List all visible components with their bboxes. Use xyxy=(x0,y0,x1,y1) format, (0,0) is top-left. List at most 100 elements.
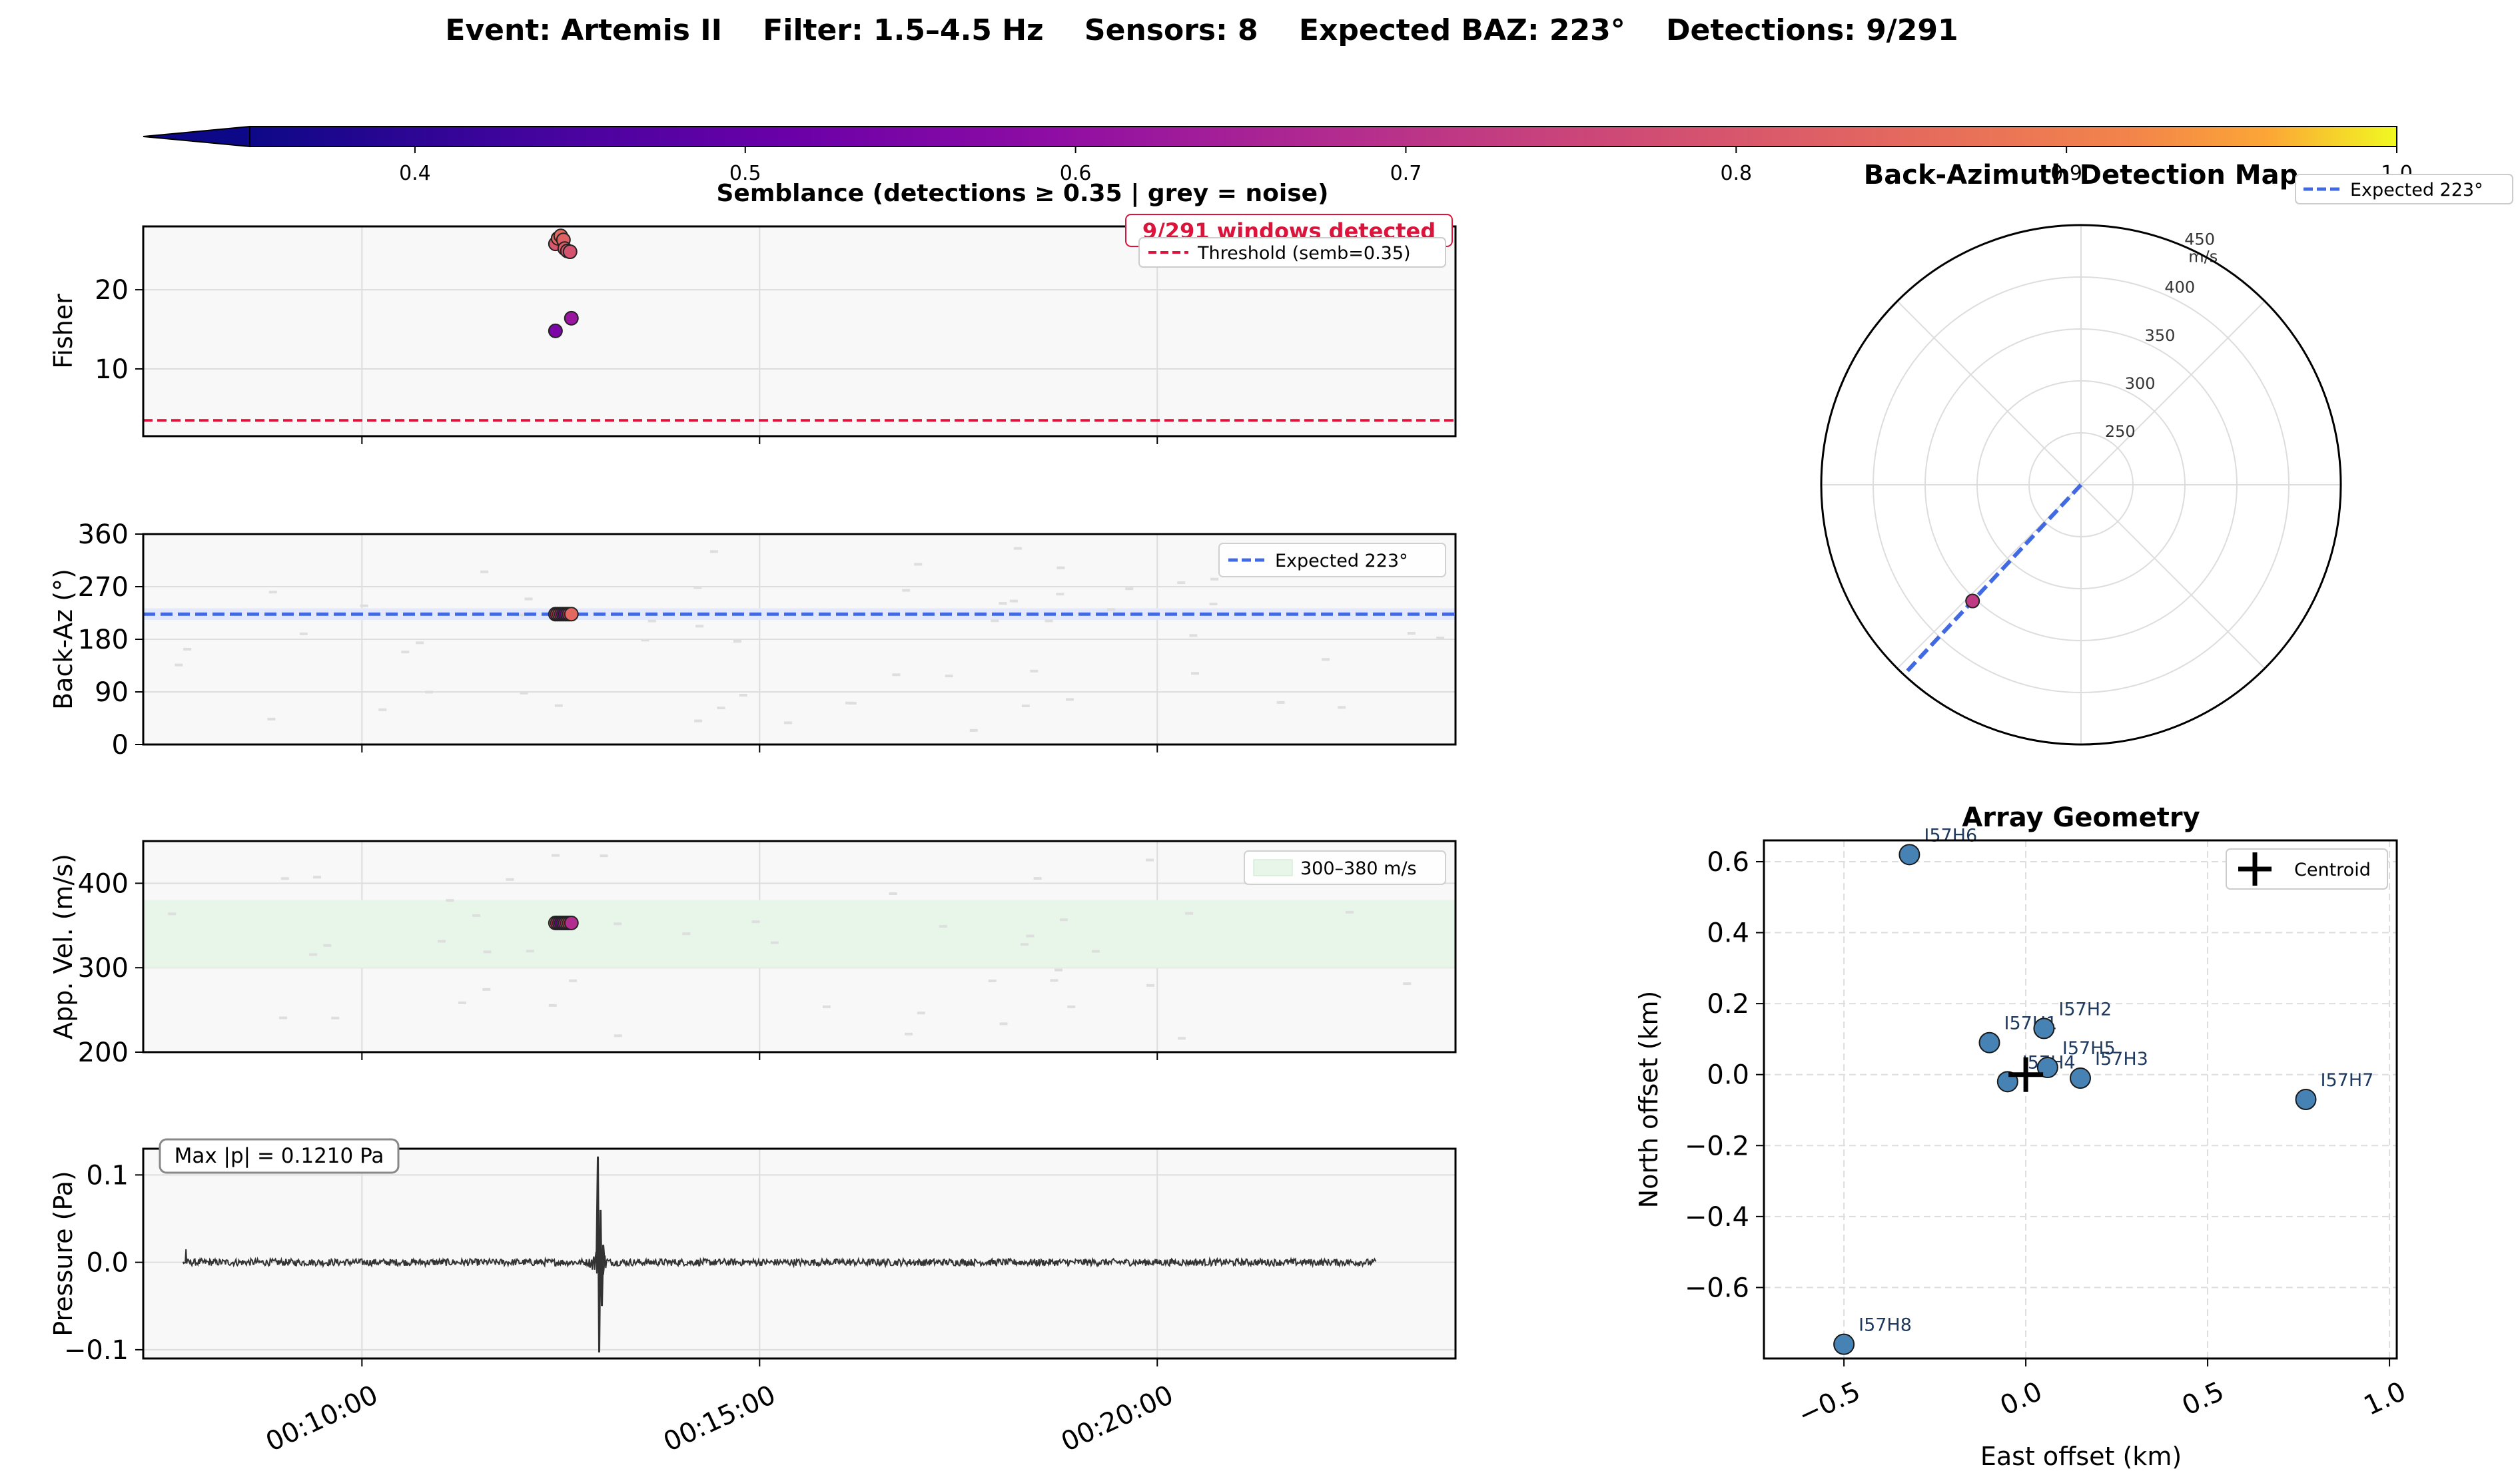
pressure-frame xyxy=(142,1147,1457,1360)
array-legend xyxy=(2226,848,2388,890)
backaz-frame xyxy=(142,533,1457,746)
array-xtick-label: 0.5 xyxy=(2178,1376,2229,1422)
fisher-ytick-label: 20 xyxy=(95,275,129,306)
array-panel: −0.5 0.0 0.5 1.0 −0.6 −0.4 −0.2 0.0 0.2 0.4 0.6 I57… xyxy=(1634,802,2411,1471)
polar-spoke xyxy=(1896,300,2082,485)
semblance-title: Semblance (detections ≥ 0.35 | grey = no… xyxy=(716,180,1328,207)
station-marker xyxy=(1978,1032,2000,1053)
array-title: Array Geometry xyxy=(1962,802,2200,833)
colorbar-tick-label: 0.8 xyxy=(1720,162,1752,185)
backaz-point xyxy=(564,607,579,622)
pressure-plot-area xyxy=(143,1149,1456,1358)
array-plot-area xyxy=(1764,840,2397,1358)
colorbar-tick-label: 0.6 xyxy=(1060,162,1092,185)
array-legend-label: Centroid xyxy=(2294,860,2371,880)
station-label: I57H2 xyxy=(2058,999,2112,1020)
station-marker xyxy=(2033,1018,2055,1039)
station-marker xyxy=(1833,1333,1855,1355)
polar-r-label: 400 xyxy=(2164,278,2195,297)
time-tick-label: 00:10:00 xyxy=(261,1380,382,1458)
pressure-trace xyxy=(182,1249,1377,1279)
array-xtick-label: −0.5 xyxy=(1793,1376,1865,1431)
max-pressure-box xyxy=(159,1138,400,1174)
backaz-legend xyxy=(1218,543,1446,577)
fisher-point xyxy=(548,323,563,338)
velocity-ytick-label: 300 xyxy=(78,953,129,984)
colorbar-extend-arrow xyxy=(143,125,250,148)
colorbar-tick-label: 0.9 xyxy=(2050,162,2082,185)
colorbar-gradient xyxy=(249,126,2397,147)
fisher-point xyxy=(564,310,579,326)
array-ytick-label: 0.2 xyxy=(1707,989,1749,1020)
baz-band xyxy=(143,608,1456,621)
station-label: I57H7 xyxy=(2321,1070,2374,1091)
station-marker xyxy=(2070,1067,2091,1089)
array-ytick-label: −0.6 xyxy=(1685,1273,1749,1303)
array-ylabel: North offset (km) xyxy=(1634,991,1663,1209)
polar-title: Back-Azimuth Detection Map xyxy=(1864,160,2298,190)
array-ytick-label: −0.2 xyxy=(1685,1131,1749,1161)
velocity-ylabel: App. Vel. (m/s) xyxy=(49,854,78,1039)
pressure-ytick-label: 0.0 xyxy=(86,1248,129,1279)
colorbar: 0.4 0.5 0.6 0.7 0.8 0.9 1.0 xyxy=(143,125,2413,185)
colorbar-tick-label: 0.5 xyxy=(729,162,761,185)
array-ytick-label: 0.0 xyxy=(1707,1060,1749,1091)
time-tick-label: 00:20:00 xyxy=(1056,1380,1178,1458)
polar-frame xyxy=(1820,224,2342,746)
station-label: I57H5 xyxy=(2062,1038,2116,1059)
time-tick-label: 00:15:00 xyxy=(659,1380,780,1458)
array-xtick-label: 1.0 xyxy=(2359,1376,2411,1422)
figure-title: Event: Artemis II Filter: 1.5–4.5 Hz Sen… xyxy=(445,13,1958,47)
array-ytick-label: −0.4 xyxy=(1685,1202,1749,1233)
velocity-band xyxy=(143,900,1456,968)
station-marker xyxy=(2295,1089,2317,1110)
station-label: I57H8 xyxy=(1859,1315,1912,1336)
pressure-panel: −0.1 0.0 0.1 Pressure (Pa) Max |p| = 0.1210 … xyxy=(49,1138,1457,1366)
velocity-legend-swatch xyxy=(1253,859,1293,876)
polar-r-label: 300 xyxy=(2125,374,2156,393)
station-label: I57H3 xyxy=(2095,1049,2148,1069)
backaz-legend-label: Expected 223° xyxy=(1275,551,1408,571)
velocity-legend xyxy=(1244,850,1446,885)
backaz-ylabel: Back-Az (°) xyxy=(49,569,78,710)
array-frame xyxy=(1763,839,2398,1360)
fisher-panel: 10 20 Fisher Semblance (detections ≥ 0.35 |… xyxy=(49,180,1457,444)
centroid-marker xyxy=(2008,1057,2044,1092)
pressure-ytick-label: −0.1 xyxy=(64,1335,129,1366)
colorbar-tick-label: 0.7 xyxy=(1390,162,1422,185)
backaz-ytick-label: 0 xyxy=(112,730,129,760)
array-xlabel: East offset (km) xyxy=(1980,1442,2182,1471)
velocity-ytick-label: 400 xyxy=(78,868,129,899)
polar-legend xyxy=(2295,174,2513,204)
polar-legend-label: Expected 223° xyxy=(2350,180,2483,200)
pressure-event-spike xyxy=(596,1156,606,1352)
velocity-legend-label: 300–380 m/s xyxy=(1300,858,1417,879)
array-ytick-label: 0.6 xyxy=(1707,847,1749,878)
velocity-point xyxy=(564,915,579,930)
polar-expected-line xyxy=(1902,483,2083,677)
polar-spoke xyxy=(2080,300,2266,485)
threshold-legend xyxy=(1138,237,1446,268)
max-pressure-label: Max |p| = 0.1210 Pa xyxy=(175,1144,384,1168)
polar-spoke xyxy=(2080,484,2266,669)
polar-r-label: 350 xyxy=(2145,326,2176,345)
station-label: I57H6 xyxy=(1924,825,1977,846)
threshold-legend-label: Threshold (semb=0.35) xyxy=(1197,243,1411,264)
pressure-ylabel: Pressure (Pa) xyxy=(49,1171,78,1336)
backaz-ytick-label: 90 xyxy=(95,677,129,708)
fisher-point xyxy=(562,244,578,260)
polar-detection-point xyxy=(1965,593,1980,609)
array-ytick-label: 0.4 xyxy=(1707,918,1749,949)
colorbar-tick-label: 0.4 xyxy=(399,162,431,185)
time-axis: 00:10:00 00:15:00 00:20:00 xyxy=(261,1380,1178,1458)
array-xtick-label: 0.0 xyxy=(1996,1376,2047,1422)
fisher-frame xyxy=(142,225,1457,438)
backaz-ytick-label: 180 xyxy=(78,625,129,655)
backaz-ytick-label: 270 xyxy=(78,572,129,603)
backaz-ytick-label: 360 xyxy=(78,519,129,550)
velocity-frame xyxy=(142,840,1457,1053)
